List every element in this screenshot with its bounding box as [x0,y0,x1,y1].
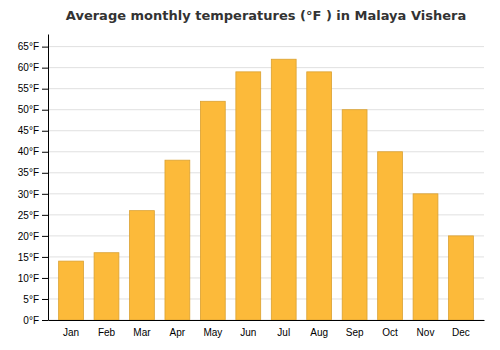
x-tick-label: Sep [346,327,364,338]
x-tick-label: Oct [382,327,398,338]
y-tick-mark [42,215,48,216]
x-tick: Apr [170,327,186,338]
bar [449,236,474,320]
y-tick: 55°F [18,83,48,94]
y-tick: 45°F [18,125,48,136]
x-tick: Oct [382,327,398,338]
y-tick-mark [42,278,48,279]
x-tick-label: Aug [310,327,328,338]
y-tick: 0°F [23,315,48,326]
y-tick: 40°F [18,146,48,157]
y-tick-mark [42,110,48,111]
y-tick-mark [42,47,48,48]
x-tick-label: Jul [277,327,290,338]
bar [342,110,367,320]
x-tick: Dec [452,327,470,338]
y-tick: 30°F [18,189,48,200]
y-tick-label: 20°F [18,231,39,242]
bar [236,72,261,320]
x-tick-label: Jan [63,327,79,338]
y-tick-label: 0°F [23,315,39,326]
x-tick: May [203,327,222,338]
y-tick-mark [42,89,48,90]
y-tick-label: 10°F [18,273,39,284]
x-axis: Jan Feb Mar Apr May Jun Jul Aug Sep Oct Nov Dec [49,321,485,339]
y-tick-label: 15°F [18,252,39,263]
y-tick-mark [42,131,48,132]
bar [165,160,190,320]
x-tick-label: Dec [452,327,470,338]
bar [94,253,119,320]
y-tick: 15°F [18,252,48,263]
x-tick: Sep [346,327,364,338]
y-tick: 20°F [18,231,48,242]
y-tick-label: 45°F [18,125,39,136]
bars [59,59,474,320]
y-tick-label: 25°F [18,210,39,221]
y-tick-mark [42,152,48,153]
y-tick-mark [42,173,48,174]
x-tick: Jun [240,327,256,338]
y-tick-mark [42,194,48,195]
x-axis-line [49,320,485,321]
x-tick: Jan [63,327,79,338]
grid-line [48,130,484,131]
x-tick: Mar [133,327,151,338]
y-tick-label: 55°F [18,83,39,94]
title: Average monthly temperatures (°F ) in Ma… [66,8,466,23]
y-tick: 25°F [18,210,48,221]
x-tick-label: Jun [240,327,256,338]
grid-line [48,109,484,110]
y-tick-mark [42,257,48,258]
y-tick: 60°F [18,62,48,73]
bar [413,194,438,320]
x-tick-label: Mar [133,327,151,338]
y-tick: 10°F [18,273,48,284]
bar [271,59,296,320]
y-tick-label: 5°F [23,294,39,305]
y-tick: 5°F [23,294,48,305]
y-tick-label: 35°F [18,167,39,178]
y-tick-mark [42,299,48,300]
grid-line [48,88,484,89]
x-tick: Feb [98,327,116,338]
grid-line [48,67,484,68]
y-tick-label: 40°F [18,146,39,157]
grid-line [48,151,484,152]
y-tick: 65°F [18,41,48,52]
y-tick-mark [42,68,48,69]
grid [48,47,484,320]
x-tick: Aug [310,327,328,338]
y-tick-mark [42,236,48,237]
x-tick-label: Apr [170,327,186,338]
x-tick-label: Feb [98,327,116,338]
y-tick: 50°F [18,104,48,115]
y-tick-label: 50°F [18,104,39,115]
x-tick: Jul [277,327,290,338]
bar [378,152,403,320]
y-tick-label: 60°F [18,62,39,73]
y-tick-label: 30°F [18,189,39,200]
bar [130,211,155,320]
x-tick: Nov [417,327,435,338]
grid-line [48,172,484,173]
y-tick-mark [42,320,48,321]
bar [307,72,332,320]
x-tick-label: Nov [417,327,435,338]
bar [59,261,84,320]
bar [200,101,225,320]
x-tick-label: May [203,327,222,338]
y-tick-label: 65°F [18,41,39,52]
grid-line [48,46,484,47]
y-axis-line [48,35,49,321]
y-axis: 0°F 5°F 10°F 15°F 20°F 25°F 30°F 35°F 40°F 45°F 50… [18,35,49,326]
y-tick: 35°F [18,167,48,178]
chart: Jan Feb Mar Apr May Jun Jul Aug Sep Oct Nov Dec 0°F 5… [0,0,500,350]
